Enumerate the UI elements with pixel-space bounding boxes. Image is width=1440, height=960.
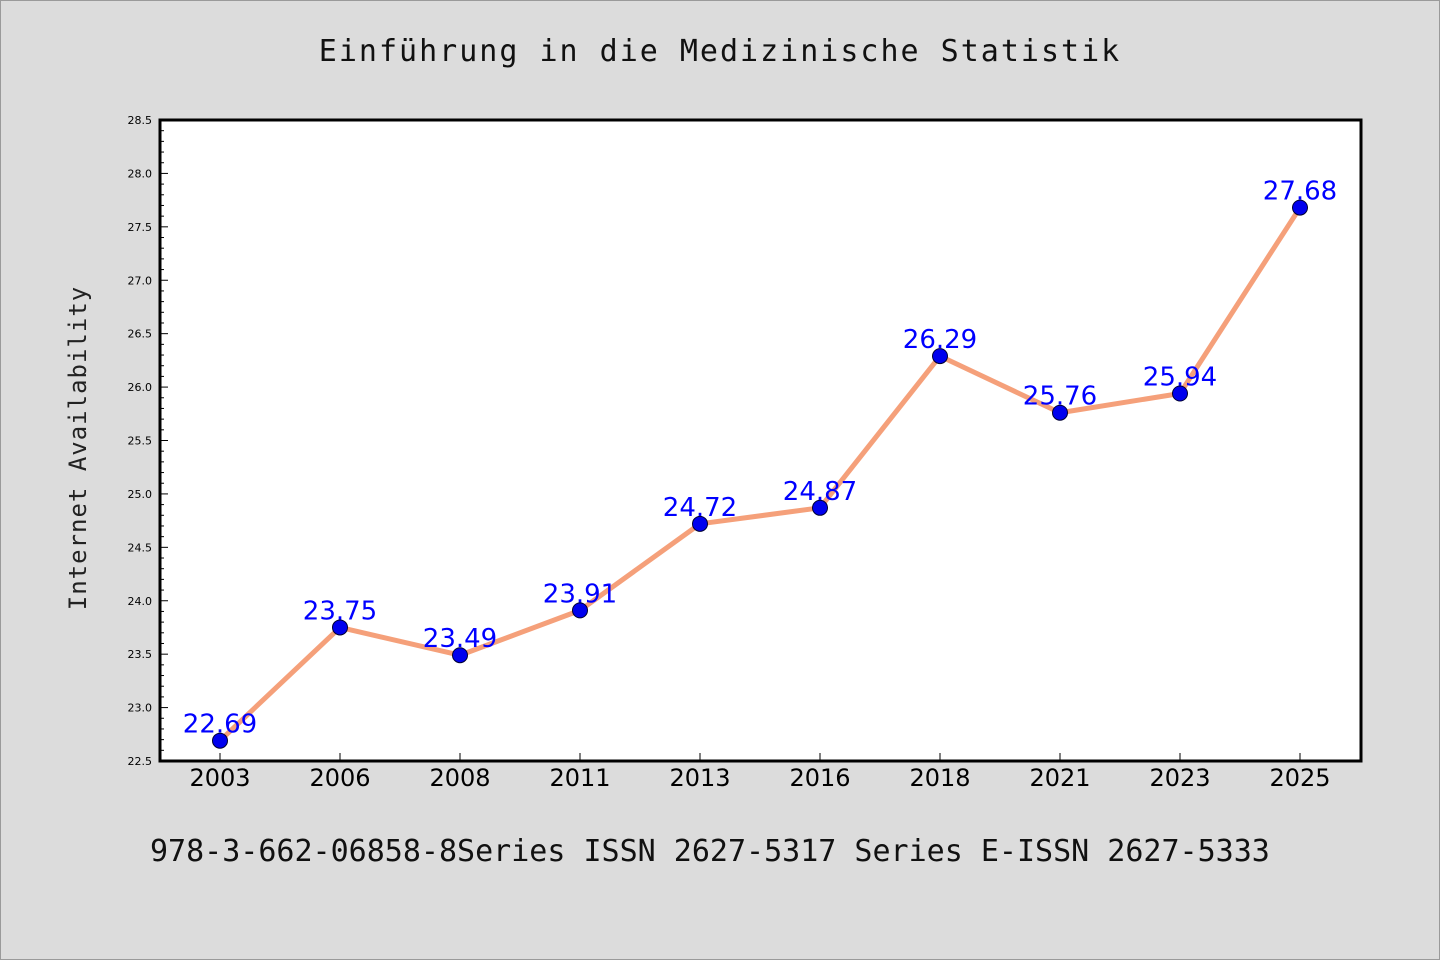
data-point bbox=[452, 647, 468, 664]
y-axis-label: Internet Availability bbox=[64, 286, 92, 610]
x-tick-label: 2016 bbox=[789, 764, 850, 792]
x-tick-label: 2018 bbox=[909, 764, 970, 792]
data-point bbox=[812, 499, 828, 516]
y-tick-label: 23.5 bbox=[128, 648, 153, 661]
data-point bbox=[1292, 199, 1308, 216]
x-tick-label: 2013 bbox=[669, 764, 730, 792]
data-point bbox=[332, 619, 348, 636]
y-tick-label: 26.5 bbox=[128, 328, 153, 341]
data-label: 24.87 bbox=[783, 477, 857, 507]
data-label: 27.68 bbox=[1263, 177, 1337, 207]
y-tick-label: 25.5 bbox=[128, 435, 153, 448]
x-tick-label: 2006 bbox=[309, 764, 370, 792]
data-point bbox=[212, 732, 228, 749]
y-tick-label: 22.5 bbox=[128, 755, 153, 768]
y-axis-ticks: 22.5 23.0 23.5 24.0 24.5 25.0 25.5 26.0 26.5 27.0… bbox=[128, 114, 168, 768]
data-label: 23.75 bbox=[303, 596, 377, 626]
data-label: 23.49 bbox=[423, 624, 497, 654]
x-tick-label: 2021 bbox=[1029, 764, 1090, 792]
data-point bbox=[692, 515, 708, 532]
x-tick-label: 2011 bbox=[549, 764, 610, 792]
data-point bbox=[932, 348, 948, 365]
data-label: 25.94 bbox=[1143, 362, 1217, 392]
y-tick-label: 23.0 bbox=[128, 702, 153, 715]
y-tick-label: 27.5 bbox=[128, 221, 153, 234]
y-tick-label: 28.5 bbox=[128, 114, 153, 127]
chart-title: Einführung in die Medizinische Statistik bbox=[318, 34, 1122, 69]
plot-area bbox=[158, 118, 1363, 763]
y-tick-label: 27.0 bbox=[128, 274, 153, 287]
x-axis-ticks: 2003 2006 2008 2011 2013 2016 2018 2021 2023 2025 bbox=[189, 753, 1331, 792]
y-tick-label: 24.0 bbox=[128, 595, 153, 608]
data-point bbox=[572, 602, 588, 619]
data-point bbox=[1052, 404, 1068, 421]
y-tick-label: 25.0 bbox=[128, 488, 153, 501]
y-tick-label: 24.5 bbox=[128, 541, 153, 554]
data-label: 26.29 bbox=[903, 325, 977, 355]
data-label: 24.72 bbox=[663, 493, 737, 523]
x-tick-label: 2003 bbox=[189, 764, 250, 792]
series-group: 22.69 23.75 23.49 23.91 24.72 24.87 26.29 25.76… bbox=[183, 177, 1337, 749]
data-point bbox=[1172, 385, 1188, 402]
y-tick-label: 26.0 bbox=[128, 381, 153, 394]
data-label: 22.69 bbox=[183, 710, 257, 740]
footer-isbn-text: 978-3-662-06858-8Series ISSN 2627-5317 S… bbox=[150, 834, 1270, 869]
x-tick-label: 2025 bbox=[1269, 764, 1330, 792]
x-tick-label: 2023 bbox=[1149, 764, 1210, 792]
y-tick-label: 28.0 bbox=[128, 167, 153, 180]
x-tick-label: 2008 bbox=[429, 764, 490, 792]
data-label: 23.91 bbox=[543, 579, 617, 609]
data-label: 25.76 bbox=[1023, 382, 1097, 412]
series-line bbox=[217, 205, 1303, 744]
